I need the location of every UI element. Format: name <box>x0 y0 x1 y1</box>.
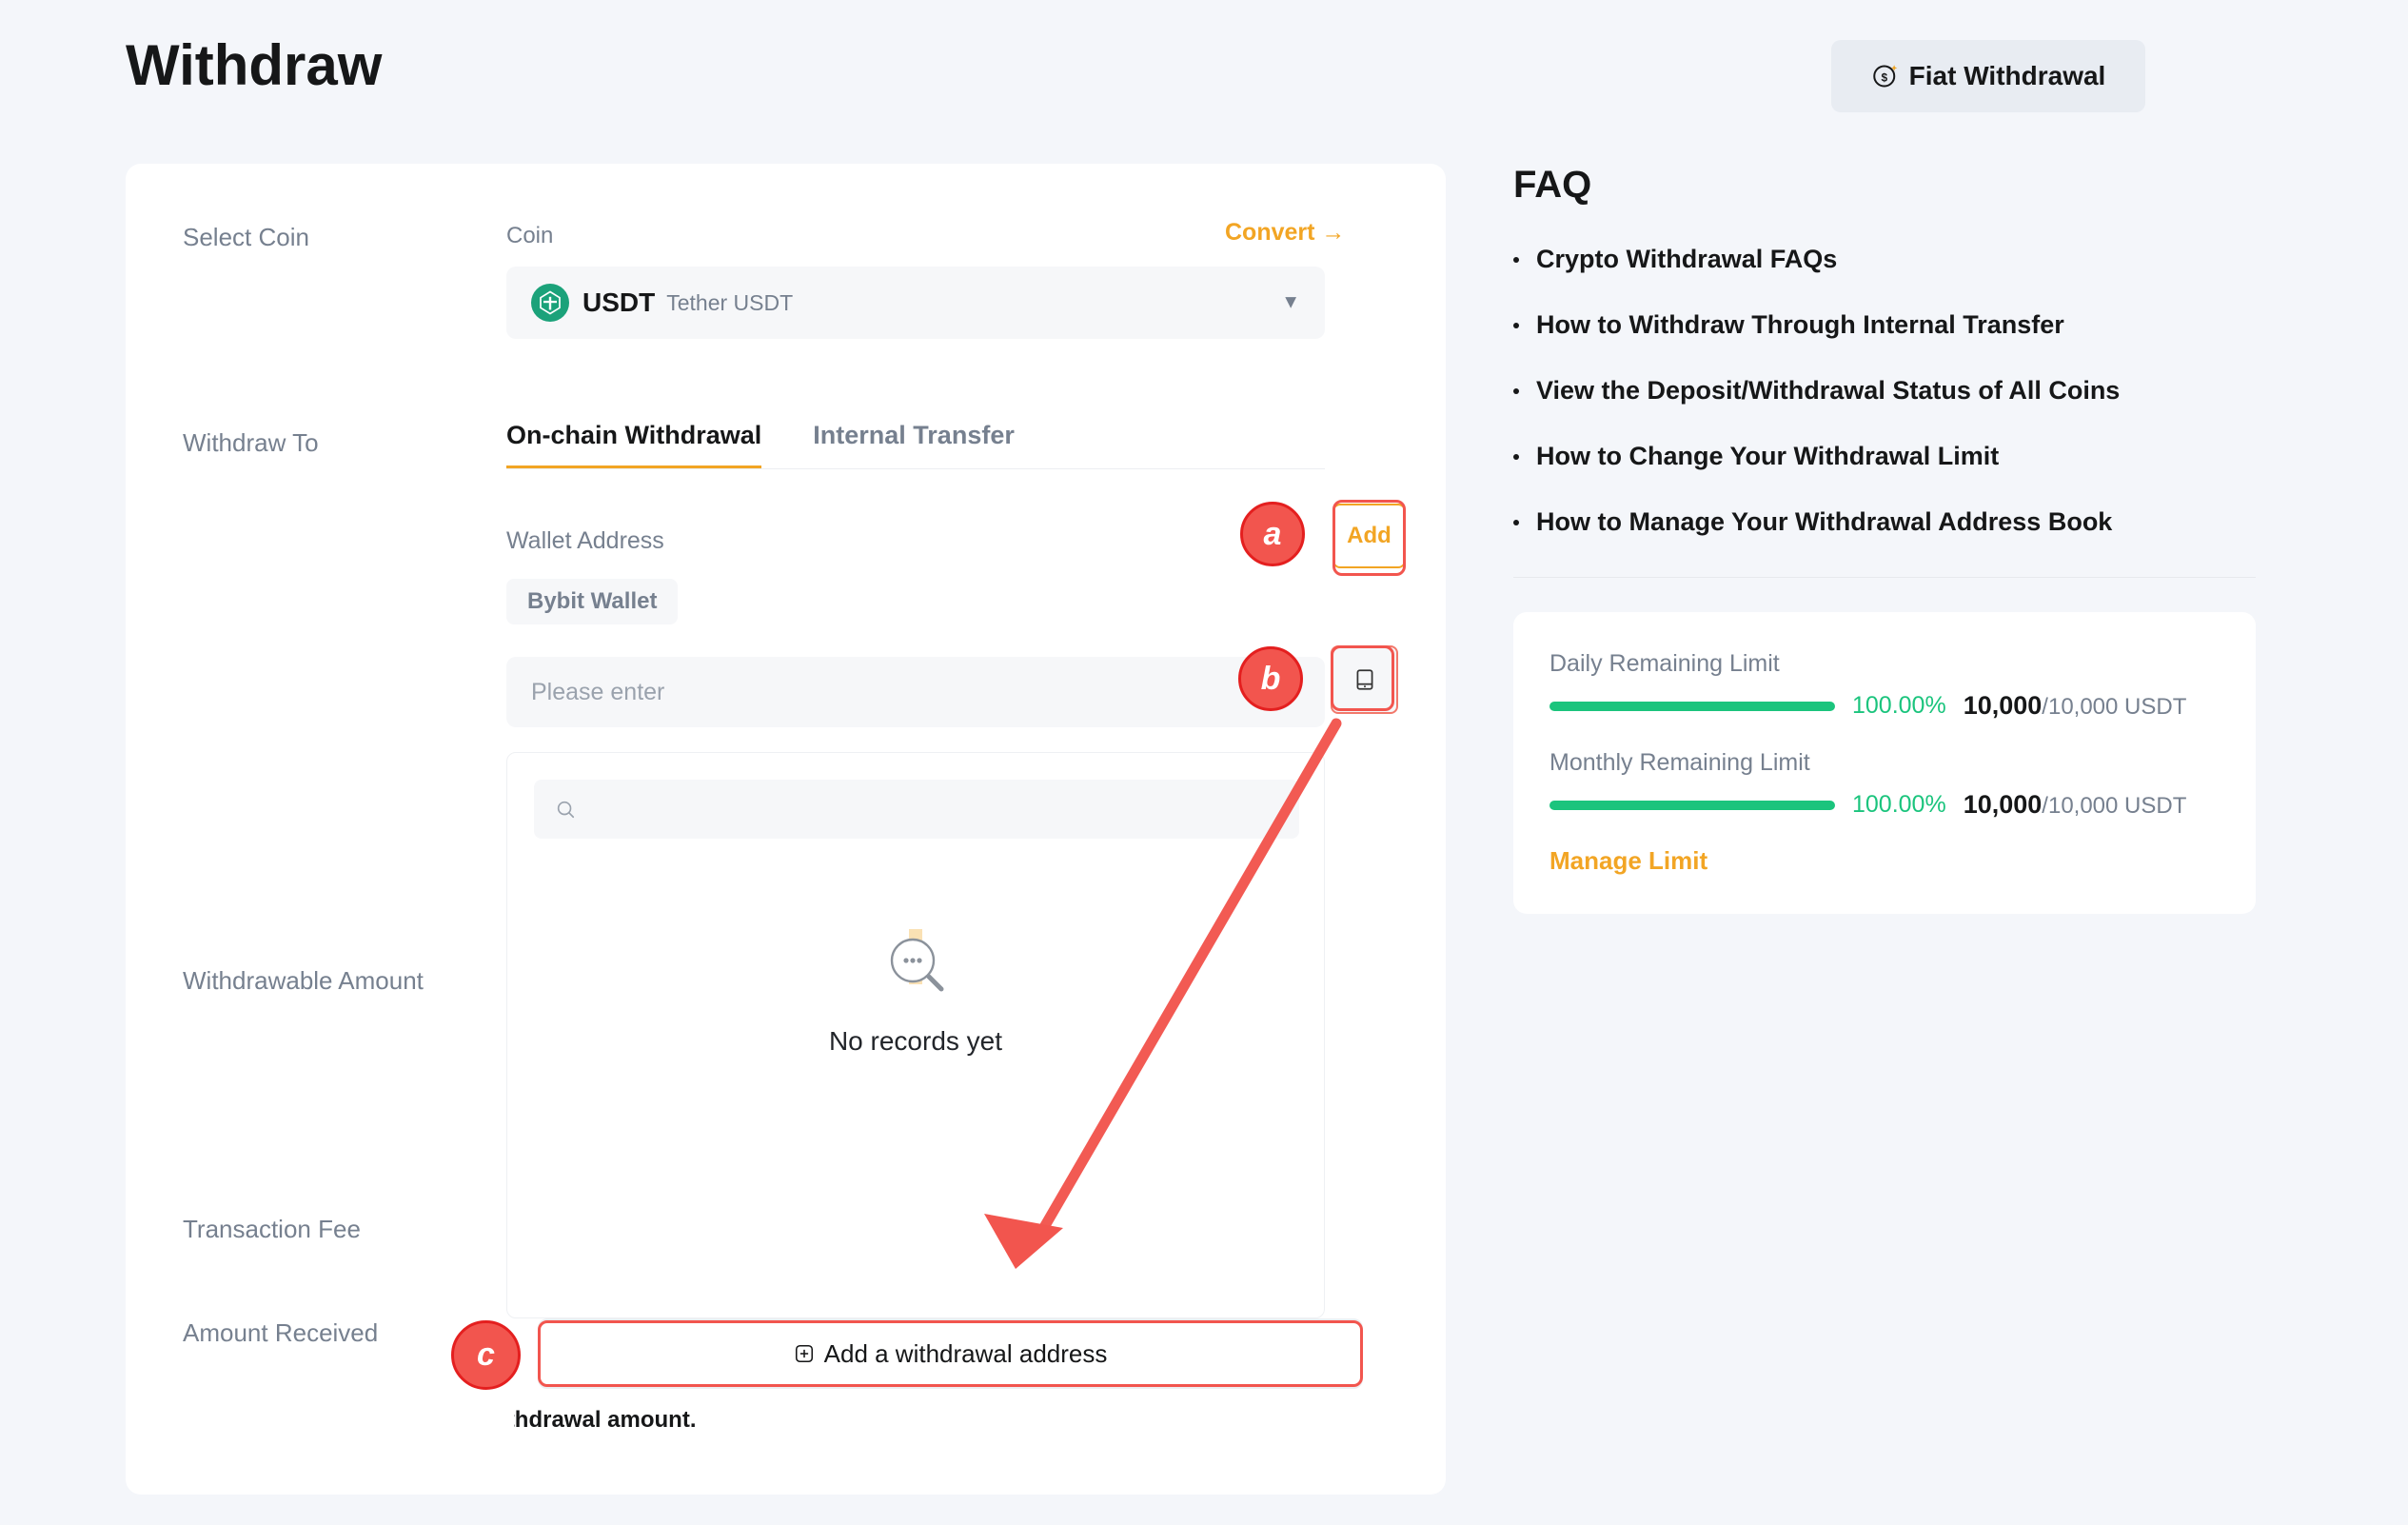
svg-text:$: $ <box>1881 70 1887 84</box>
